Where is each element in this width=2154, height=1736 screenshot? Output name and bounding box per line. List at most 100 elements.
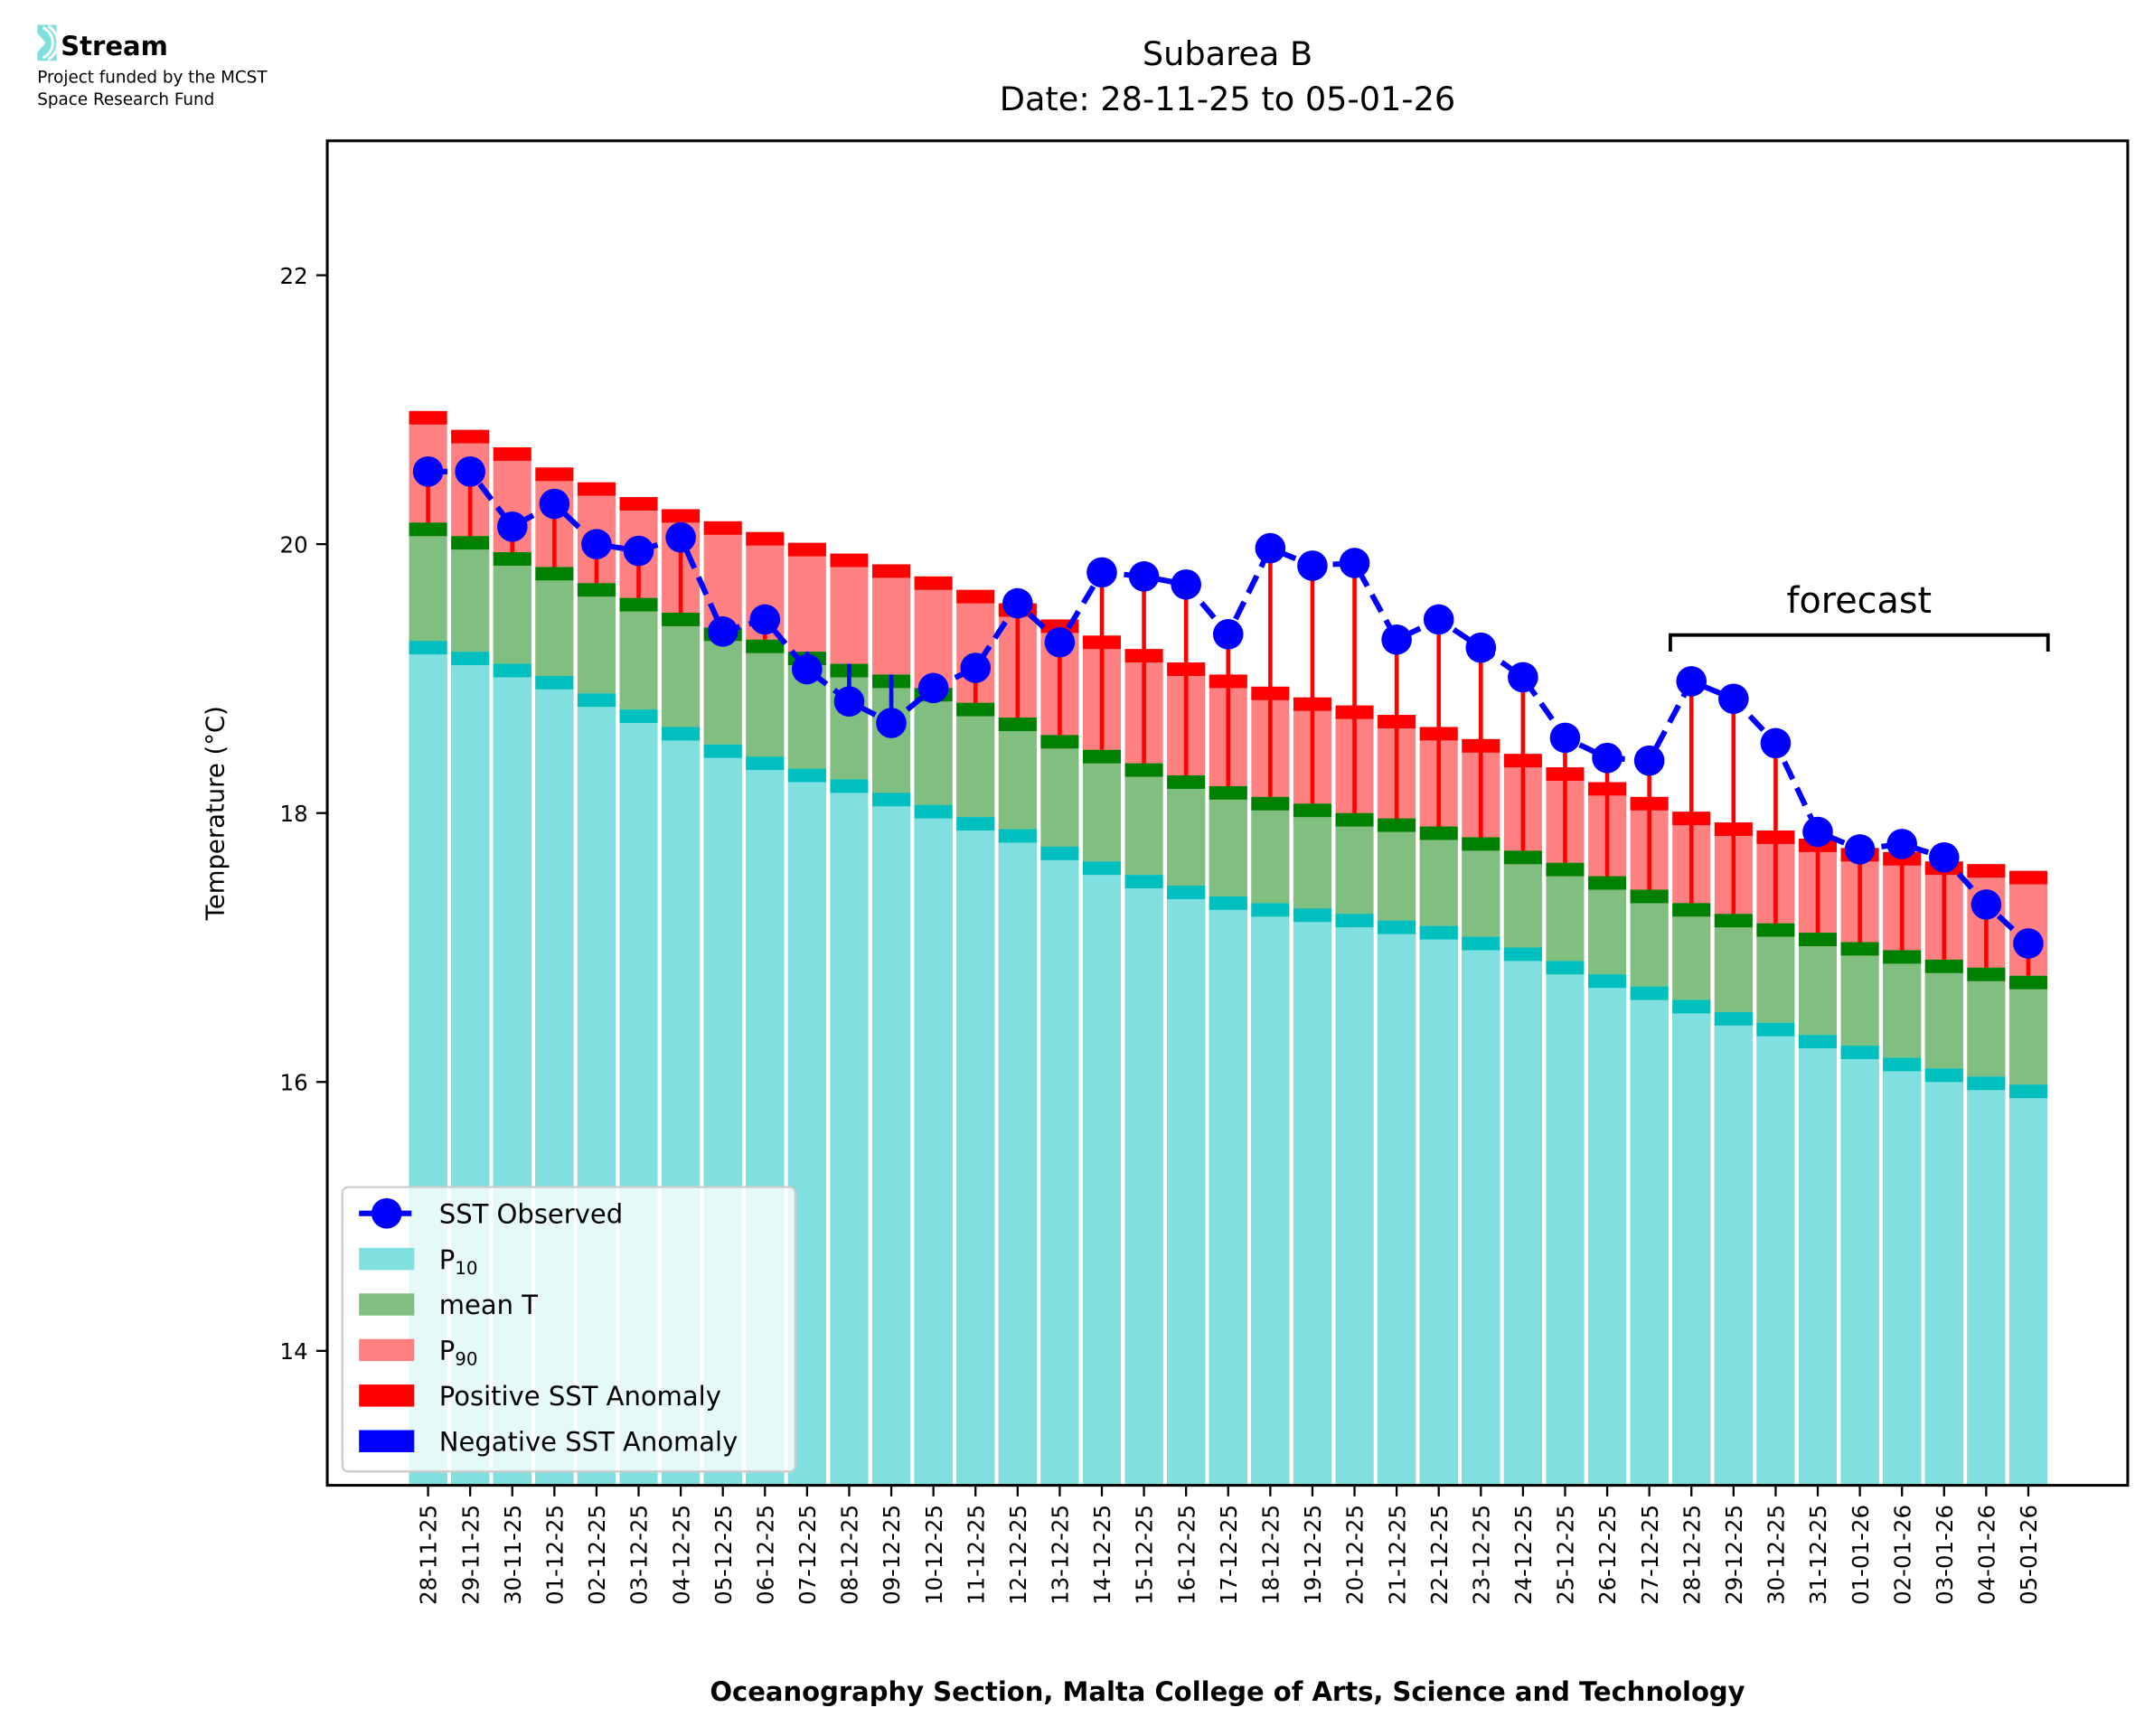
y-axis-label: Temperature (°C) <box>201 706 230 921</box>
bar-band-mean-t <box>1378 818 1416 832</box>
bar-band-p10 <box>1040 846 1079 860</box>
legend-label: Negative SST Anomaly <box>439 1426 738 1457</box>
y-tick-label: 20 <box>280 531 308 558</box>
plot-area <box>409 410 2047 1486</box>
sst-observed-point <box>960 652 992 683</box>
bar-band-p10 <box>998 829 1037 843</box>
bar-band-p90 <box>535 467 574 482</box>
sst-observed-point <box>539 488 570 520</box>
sst-observed-point <box>792 653 823 685</box>
bar-p10 <box>1124 875 1163 1486</box>
bar-band-p10 <box>535 675 574 690</box>
sst-observed-point <box>2013 928 2044 959</box>
legend-swatch <box>359 1384 415 1407</box>
bar-p10 <box>1167 886 1206 1486</box>
x-tick-label: 15-12-25 <box>1132 1505 1158 1605</box>
logo-line2: Space Research Fund <box>37 90 214 109</box>
bar-band-mean-t <box>1419 826 1458 840</box>
bar-band-mean-t <box>1082 749 1121 764</box>
logo-name: Stream <box>61 31 168 61</box>
sst-observed-point <box>1297 550 1328 581</box>
bar-band-p10 <box>1335 914 1374 928</box>
bar-band-mean-t <box>1714 914 1753 928</box>
bar-band-mean-t <box>746 639 785 653</box>
x-tick-label: 10-12-25 <box>921 1505 947 1605</box>
sst-observed-point <box>1508 662 1538 693</box>
bar-band-p10 <box>1588 974 1627 989</box>
sst-observed-point <box>1971 889 2002 920</box>
bar-p10 <box>1588 974 1627 1486</box>
bar-p10 <box>2008 1084 2047 1486</box>
bar-band-mean-t <box>1209 785 1247 800</box>
bar-band-p90 <box>1967 864 2006 878</box>
bar-band-p10 <box>1967 1076 2006 1091</box>
bar-band-mean-t <box>1883 950 1922 964</box>
x-tick-label: 09-12-25 <box>879 1505 905 1605</box>
sst-observed-point <box>665 521 696 553</box>
bar-band-mean-t <box>998 718 1037 731</box>
x-tick-label: 17-12-25 <box>1216 1505 1242 1605</box>
sst-observed-point <box>1592 742 1623 774</box>
x-tick-label: 14-12-25 <box>1089 1505 1115 1605</box>
x-tick-label: 02-01-26 <box>1889 1505 1915 1605</box>
bar-band-p90 <box>956 589 995 604</box>
bar-p10 <box>914 804 953 1486</box>
bar-band-p90 <box>746 531 785 546</box>
bar-band-p90 <box>451 429 490 444</box>
bar-p10 <box>1799 1035 1838 1486</box>
forecast-bracket <box>1669 633 2050 652</box>
x-tick-label: 19-12-25 <box>1300 1505 1326 1605</box>
bar-band-mean-t <box>493 552 531 566</box>
bar-band-p10 <box>830 779 869 793</box>
x-tick-label: 28-12-25 <box>1679 1505 1705 1605</box>
bar-band-mean-t <box>1924 959 1963 973</box>
bar-band-p10 <box>1209 896 1247 910</box>
sst-observed-point <box>623 535 654 567</box>
x-tick-label: 11-12-25 <box>963 1505 989 1605</box>
bar-band-mean-t <box>1840 942 1879 956</box>
bar-band-p90 <box>830 553 869 568</box>
logo: Stream Project funded by the MCST Space … <box>37 24 268 109</box>
sst-observed-point <box>1212 619 1244 650</box>
x-tick-label: 04-12-25 <box>668 1505 694 1605</box>
y-tick-label: 14 <box>280 1338 308 1365</box>
bar-p10 <box>1293 908 1331 1486</box>
bar-p10 <box>1967 1076 2006 1486</box>
x-tick-label: 29-12-25 <box>1721 1505 1747 1605</box>
bar-band-mean-t <box>1756 923 1795 937</box>
bar-band-mean-t <box>1630 889 1669 904</box>
x-tick-label: 20-12-25 <box>1342 1505 1369 1605</box>
bar-band-p10 <box>1546 961 1585 975</box>
x-tick-label: 24-12-25 <box>1510 1505 1537 1605</box>
bar-band-p10 <box>1840 1046 1879 1059</box>
bar-band-mean-t <box>1040 735 1079 749</box>
bar-band-p10 <box>2008 1084 2047 1099</box>
bar-p10 <box>1924 1068 1963 1486</box>
x-tick-label: 02-12-25 <box>584 1505 610 1605</box>
bar-p10 <box>1378 920 1416 1486</box>
x-tick-label: 05-01-26 <box>2016 1505 2042 1605</box>
bar-band-p10 <box>1714 1011 1753 1026</box>
bar-band-p10 <box>577 693 616 708</box>
bar-band-p90 <box>2008 870 2047 885</box>
x-tick-label: 28-11-25 <box>416 1505 442 1605</box>
x-tick-label: 04-01-26 <box>1974 1505 2000 1605</box>
x-tick-label: 21-12-25 <box>1384 1505 1410 1605</box>
bar-p10 <box>872 793 911 1486</box>
bar-band-p10 <box>409 641 447 655</box>
sst-observed-point <box>876 708 907 738</box>
bar-band-p10 <box>1799 1035 1838 1049</box>
bar-band-p10 <box>746 756 785 771</box>
x-tick-label: 27-12-25 <box>1637 1505 1663 1605</box>
x-tick-label: 29-11-25 <box>457 1505 484 1605</box>
sst-observed-point <box>1423 604 1454 635</box>
bar-band-mean-t <box>1546 862 1585 877</box>
stream-logo-icon <box>37 24 60 61</box>
legend-swatch <box>359 1293 415 1316</box>
bar-band-mean-t <box>1462 837 1500 851</box>
chart-title: Subarea B <box>1143 34 1312 73</box>
sst-observed-point <box>1886 829 1917 859</box>
bar-p10 <box>1630 986 1669 1486</box>
bar-band-p10 <box>1293 908 1331 923</box>
bar-band-p10 <box>1462 936 1500 951</box>
